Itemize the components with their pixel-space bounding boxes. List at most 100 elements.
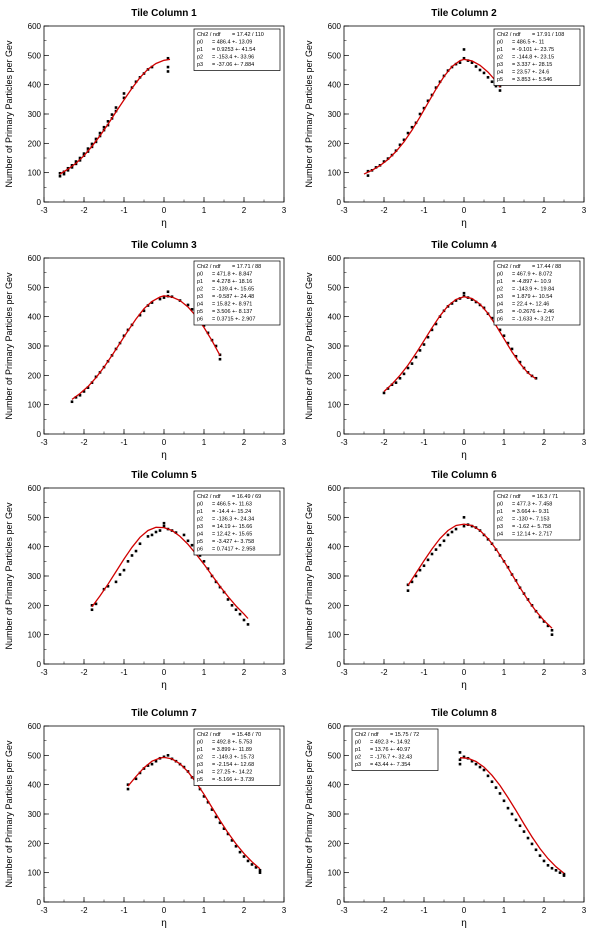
x-axis-label: η [461, 450, 467, 461]
stats-box: Chi2 / ndf = 16.49 / 69 p0 = 466.5 +- 11.63… [193, 490, 281, 556]
data-point [446, 533, 450, 537]
stats-value: = -3.427 +- 3.758 [212, 539, 254, 545]
stats-label: p6 [197, 317, 203, 323]
y-tick-label: 300 [328, 810, 342, 819]
data-point [526, 836, 530, 840]
stats-value: = 43.44 +- 7.354 [370, 762, 410, 768]
y-tick-label: 400 [328, 781, 342, 790]
y-axis-label: Number of Primary Particles per Gev [4, 502, 14, 650]
y-tick-label: 100 [328, 631, 342, 640]
stats-label: p1 [197, 47, 203, 53]
chart-title: Tile Column 7 [131, 708, 197, 719]
stats-value: = 17.91 / 108 [532, 32, 564, 38]
x-tick-label: 3 [582, 668, 587, 677]
y-tick-label: 600 [328, 254, 342, 263]
data-point [202, 795, 206, 798]
data-point [202, 560, 206, 563]
y-tick-label: 600 [28, 254, 42, 263]
x-tick-label: 0 [162, 206, 167, 215]
data-point [462, 56, 466, 60]
data-point [154, 759, 158, 763]
data-point [498, 328, 502, 332]
chart-panel: Tile Column 3 -3 -2 -1 0 1 2 3 0 100 200 300 400 500 6… [4, 240, 287, 461]
stats-value: = -5.166 +- 3.739 [212, 777, 254, 783]
stats-label: p3 [355, 762, 361, 768]
data-point [158, 529, 162, 532]
chart-panel: Tile Column 6 -3 -2 -1 0 1 2 3 0 100 200 300 400 500 6… [304, 470, 587, 691]
data-point [206, 567, 210, 570]
y-axis-label: Number of Primary Particles per Gev [304, 272, 314, 420]
data-point [458, 61, 462, 64]
y-tick-label: 600 [328, 722, 342, 731]
data-point [242, 618, 246, 622]
y-tick-label: 300 [28, 342, 42, 351]
data-point [138, 313, 142, 317]
stats-label: p2 [197, 755, 203, 761]
x-tick-label: -2 [80, 438, 88, 447]
stats-box-frame [493, 490, 581, 541]
fit-curve [407, 523, 553, 629]
stats-label: p2 [197, 287, 203, 293]
stats-value: = 471.8 +- 8.847 [212, 272, 252, 278]
stats-label: p6 [197, 547, 203, 553]
data-point [366, 169, 370, 173]
y-tick-label: 500 [328, 513, 342, 522]
y-tick-label: 500 [28, 751, 42, 760]
data-point [494, 84, 498, 88]
x-tick-label: 3 [282, 668, 287, 677]
y-axis-label: Number of Primary Particles per Gev [4, 40, 14, 188]
data-point [230, 604, 234, 607]
x-tick-label: -3 [340, 438, 348, 447]
x-tick-label: 2 [542, 206, 547, 215]
x-tick-label: 2 [242, 438, 247, 447]
stats-value: = 12.42 +- 15.65 [212, 532, 252, 538]
stats-label: p1 [197, 279, 203, 285]
stats-box-frame [351, 728, 439, 771]
chart-panel: Tile Column 5 -3 -2 -1 0 1 2 3 0 100 200 300 400 500 6… [4, 470, 287, 691]
stats-label: p4 [197, 302, 203, 308]
x-axis-label: η [461, 218, 467, 229]
data-point [426, 335, 430, 339]
data-point [518, 360, 522, 364]
y-tick-label: 0 [337, 198, 342, 207]
stats-label: Chi2 / ndf [197, 264, 221, 270]
stats-label: p2 [497, 517, 503, 523]
x-tick-label: 0 [162, 438, 167, 447]
data-point [226, 598, 230, 601]
data-point [478, 68, 482, 72]
stats-label: p3 [497, 62, 503, 68]
data-point [258, 871, 262, 874]
chart-title: Tile Column 8 [431, 708, 497, 719]
data-point [514, 354, 518, 358]
stats-value: = 3.337 +- 28.15 [512, 62, 552, 68]
stats-value: = -1.62 +- 5.758 [512, 524, 551, 530]
stats-value: = 466.5 +- 11.63 [212, 502, 252, 508]
data-point [414, 574, 418, 578]
stats-label: p0 [197, 272, 203, 278]
stats-label: p5 [197, 777, 203, 783]
data-point [174, 531, 178, 534]
data-point [78, 393, 82, 397]
stats-value: = -153.4 +- 33.96 [212, 55, 254, 61]
x-tick-label: 1 [202, 438, 207, 447]
data-point [406, 589, 410, 592]
data-point [430, 552, 434, 556]
y-tick-label: 600 [328, 22, 342, 31]
data-point [202, 324, 206, 327]
x-tick-label: -3 [40, 438, 48, 447]
x-tick-label: 2 [542, 906, 547, 915]
x-axis-label: η [161, 680, 167, 691]
y-axis-label: Number of Primary Particles per Gev [4, 272, 14, 420]
data-point [410, 580, 414, 584]
data-point [150, 533, 154, 537]
chart-title: Tile Column 6 [431, 470, 497, 481]
stats-value: = -37.06 +- 7.884 [212, 62, 254, 68]
stats-value: = -14.4 +- 15.24 [212, 509, 251, 515]
data-point [122, 568, 126, 572]
stats-label: Chi2 / ndf [497, 264, 521, 270]
x-tick-label: -2 [80, 206, 88, 215]
chart-panel: Tile Column 1 -3 -2 -1 0 1 2 3 0 100 200 300 400 500 6… [4, 8, 287, 229]
data-point [458, 758, 462, 762]
y-tick-label: 200 [328, 139, 342, 148]
x-tick-label: -3 [40, 906, 48, 915]
